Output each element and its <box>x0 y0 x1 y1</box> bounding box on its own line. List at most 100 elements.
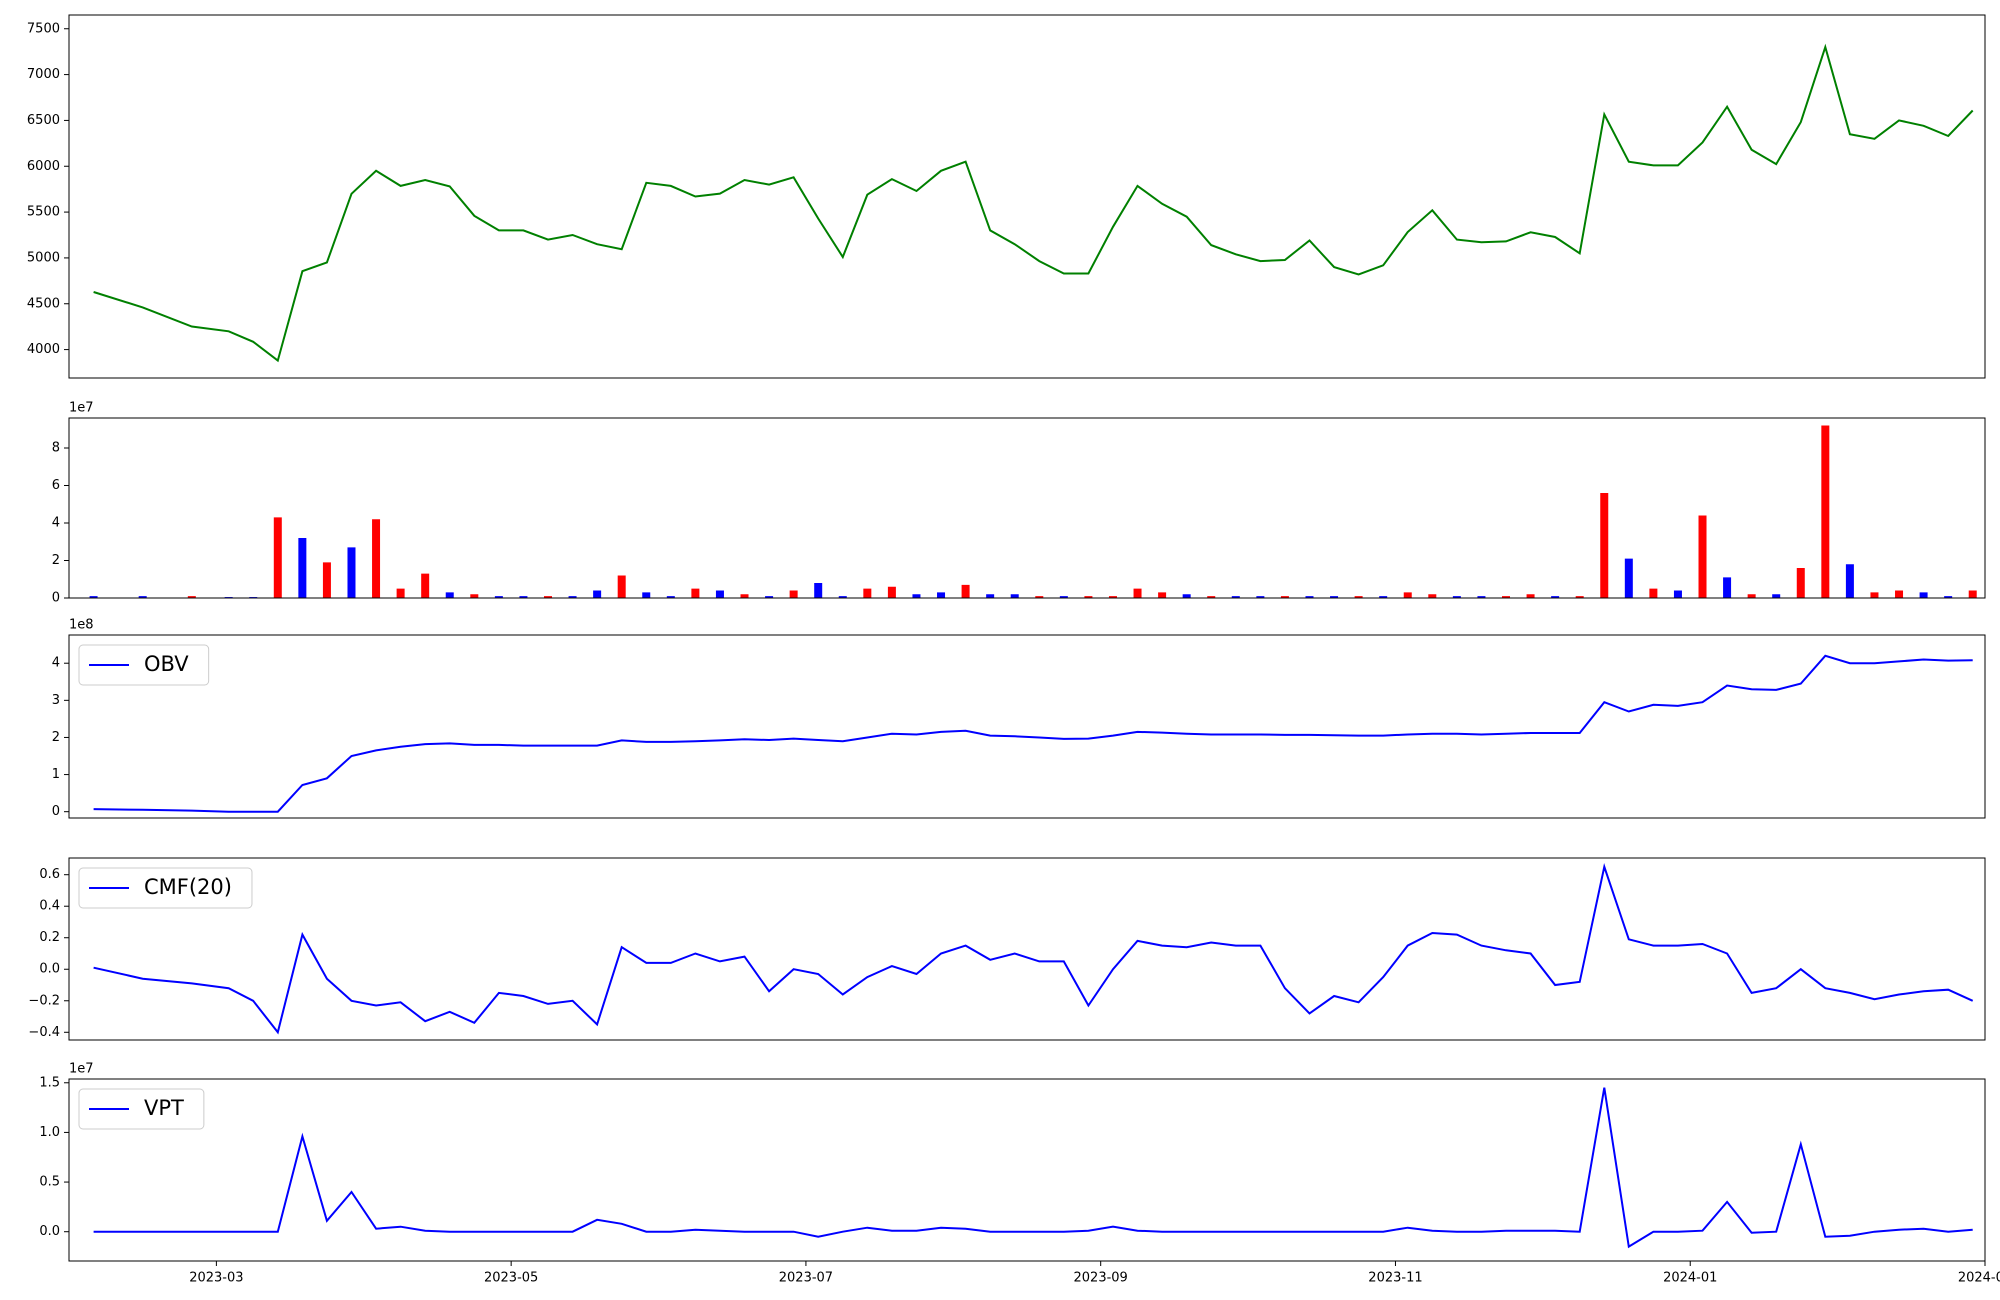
volume-bar <box>691 588 700 598</box>
y-tick-label: 0.2 <box>39 930 60 945</box>
volume-bar <box>912 594 921 598</box>
legend-box <box>78 867 253 909</box>
y-tick-label: 0 <box>52 804 60 819</box>
y-tick-label: 4 <box>52 656 60 671</box>
volume-bar <box>740 594 749 598</box>
volume-bar <box>494 596 503 598</box>
legend: CMF(20) <box>78 867 253 909</box>
volume-bar <box>1502 596 1510 598</box>
volume-bar <box>1600 493 1609 598</box>
volume-bar <box>372 519 381 598</box>
volume-bar <box>322 562 331 598</box>
legend-label: VPT <box>144 1096 184 1120</box>
volume-bar <box>445 592 454 598</box>
x-tick-label: 2023-05 <box>484 1271 538 1286</box>
volume-bar <box>1108 596 1117 598</box>
y-tick-label: 0.0 <box>39 962 60 977</box>
volume-bar <box>1796 568 1805 598</box>
volume-bar <box>544 596 552 598</box>
axes-frame <box>68 417 1986 599</box>
volume-bar <box>1010 594 1019 598</box>
volume-bar <box>863 588 872 598</box>
volume-bar <box>1403 592 1412 598</box>
volume-bar <box>1207 596 1216 598</box>
volume-bar <box>1133 588 1142 598</box>
y-tick-label: 1 <box>52 767 60 782</box>
x-tick-label: 2023-11 <box>1368 1271 1422 1286</box>
volume-bar <box>1428 594 1437 598</box>
y-tick-label: 6 <box>52 478 60 493</box>
volume-bar <box>1895 590 1904 598</box>
axis-offset-label: 1e8 <box>69 618 94 633</box>
y-tick-label: 6500 <box>27 113 60 128</box>
volume-bar <box>138 596 147 598</box>
y-tick-label: 8 <box>52 441 60 456</box>
legend-box <box>78 1088 205 1130</box>
volume-bar <box>1084 596 1093 598</box>
axes-frame <box>68 1078 1986 1262</box>
volume-bar <box>642 592 651 598</box>
legend-box <box>78 644 210 686</box>
y-tick-label: 5000 <box>27 250 60 265</box>
y-tick-label: 4 <box>52 516 60 531</box>
series-line <box>93 43 1974 363</box>
volume-bar <box>1968 590 1977 598</box>
legend-label: CMF(20) <box>144 875 232 899</box>
volume-bar <box>715 590 724 598</box>
volume-bar <box>347 547 356 598</box>
volume-bar <box>666 596 675 598</box>
volume-bar <box>1305 596 1314 598</box>
volume-bar <box>1379 596 1388 598</box>
y-tick-label: 4500 <box>27 296 60 311</box>
volume-bar <box>1526 594 1535 598</box>
volume-bar <box>1231 596 1240 598</box>
axes-frame <box>68 857 1986 1041</box>
x-tick-label: 2024-01 <box>1663 1271 1717 1286</box>
volume-bar <box>89 596 98 598</box>
volume-bar <box>1772 594 1781 598</box>
volume-bar <box>1551 596 1560 598</box>
volume-bar <box>617 575 626 598</box>
volume-bar <box>421 573 430 598</box>
volume-bar <box>1182 594 1191 598</box>
volume-bar <box>1919 592 1928 598</box>
x-tick-label: 2023-07 <box>779 1271 833 1286</box>
volume-bar <box>1059 596 1068 598</box>
x-tick-label: 2024-03 <box>1958 1271 2000 1286</box>
volume-bar <box>838 596 847 598</box>
axis-offset-label: 1e7 <box>69 1062 94 1077</box>
volume-bar <box>1944 596 1953 598</box>
y-tick-label: 1.0 <box>39 1125 60 1140</box>
legend: OBV <box>78 644 210 686</box>
volume-bar <box>1624 558 1633 598</box>
volume-bar <box>765 596 774 598</box>
y-tick-label: 3 <box>52 693 60 708</box>
volume-bar <box>1649 588 1658 598</box>
volume-bar <box>1354 596 1363 598</box>
y-tick-label: 1.5 <box>39 1075 60 1090</box>
y-tick-label: 7000 <box>27 67 60 82</box>
y-tick-label: 0 <box>52 591 60 606</box>
volume-bar <box>187 596 196 598</box>
y-tick-label: 2 <box>52 730 60 745</box>
volume-bar <box>1747 594 1756 598</box>
volume-bar <box>1673 590 1682 598</box>
volume-bar <box>814 583 823 598</box>
series-line <box>93 863 1974 1035</box>
volume-bar <box>1280 596 1289 598</box>
volume-bar <box>1821 425 1830 598</box>
volume-bar <box>937 592 946 598</box>
y-tick-label: 5500 <box>27 205 60 220</box>
y-tick-label: 7500 <box>27 21 60 36</box>
y-tick-label: 0.4 <box>39 899 60 914</box>
series-line <box>93 1087 1973 1249</box>
volume-bar <box>1035 596 1044 598</box>
volume-bar <box>568 596 577 598</box>
y-tick-label: −0.4 <box>28 1025 60 1040</box>
volume-bar <box>1698 515 1707 598</box>
volume-bar <box>593 590 602 598</box>
legend-label: OBV <box>144 652 189 676</box>
volume-bar <box>519 596 528 598</box>
volume-bar <box>1477 596 1486 598</box>
